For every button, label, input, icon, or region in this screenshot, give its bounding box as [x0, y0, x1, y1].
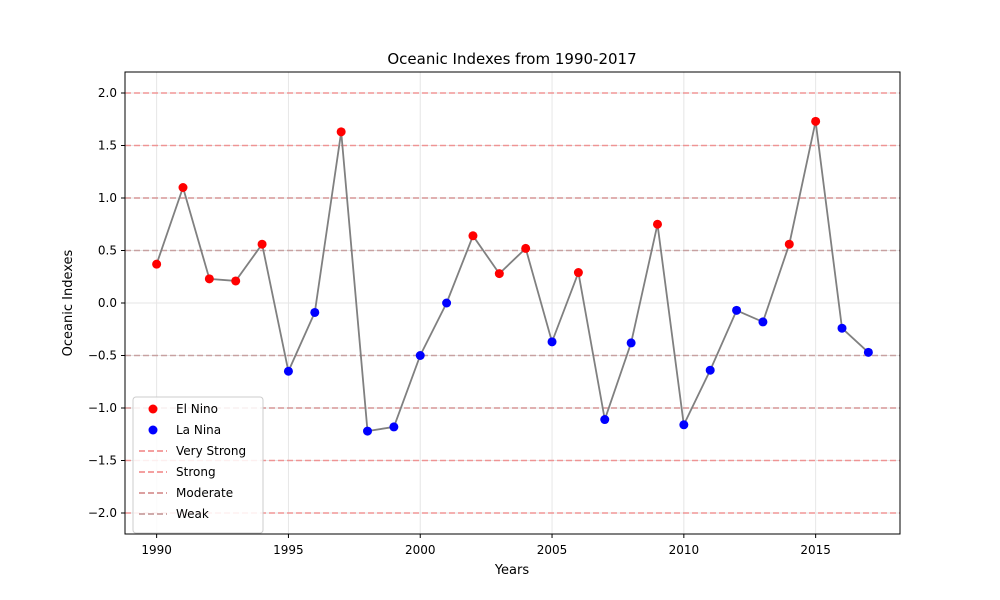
legend-label: Moderate — [176, 486, 233, 500]
data-point — [732, 305, 742, 315]
data-point — [389, 422, 399, 432]
y-tick-label: 2.0 — [98, 86, 117, 100]
y-tick-label: 1.5 — [98, 139, 117, 153]
y-tick-label: 1.0 — [98, 191, 117, 205]
x-tick-label: 2010 — [669, 543, 700, 557]
y-tick-label: −1.5 — [88, 454, 117, 468]
y-axis-label: Oceanic Indexes — [61, 249, 76, 356]
data-point — [310, 307, 320, 317]
y-tick-label: 0.0 — [98, 296, 117, 310]
legend-label: El Nino — [176, 402, 218, 416]
data-point — [573, 268, 583, 278]
data-point — [652, 219, 662, 229]
x-tick-label: 2000 — [405, 543, 436, 557]
data-point — [152, 259, 162, 269]
legend-marker — [148, 404, 158, 414]
x-tick-label: 2015 — [800, 543, 831, 557]
data-point — [231, 276, 241, 286]
data-point — [283, 366, 293, 376]
y-tick-label: 0.5 — [98, 244, 117, 258]
x-tick-label: 1995 — [273, 543, 304, 557]
x-tick-label: 2005 — [537, 543, 568, 557]
chart-title: Oceanic Indexes from 1990-2017 — [387, 50, 636, 68]
data-point — [705, 365, 715, 375]
y-axis-ticks: −2.0 −1.5 −1.0 −0.5 0.0 0.5 1.0 1.5 2.0 — [88, 86, 125, 520]
data-point — [363, 426, 373, 436]
data-point — [758, 317, 768, 327]
y-tick-label: −1.0 — [88, 401, 117, 415]
y-tick-label: −2.0 — [88, 506, 117, 520]
data-point — [811, 116, 821, 126]
data-point — [521, 243, 531, 253]
threshold-lines — [125, 92, 900, 514]
x-tick-label: 1990 — [141, 543, 172, 557]
data-point — [863, 347, 873, 357]
data-point — [626, 338, 636, 348]
legend-label: Weak — [176, 507, 209, 521]
data-points — [152, 116, 873, 436]
series-line — [155, 121, 870, 433]
data-point — [336, 127, 346, 137]
legend-label: Very Strong — [176, 444, 246, 458]
data-point — [600, 415, 610, 425]
x-axis-ticks: 1990 1995 2000 2005 2010 2015 — [141, 534, 831, 557]
data-point — [468, 231, 478, 241]
x-axis-label: Years — [494, 563, 530, 578]
index-line — [155, 121, 870, 433]
data-point — [784, 239, 794, 249]
data-point — [494, 269, 504, 279]
data-point — [204, 274, 214, 284]
legend-box — [132, 396, 264, 534]
legend: El Nino La Nina Very Strong Strong Moderate W… — [132, 396, 264, 534]
legend-marker — [148, 425, 158, 435]
y-tick-label: −0.5 — [88, 349, 117, 363]
data-point — [547, 337, 557, 347]
legend-label: La Nina — [176, 423, 221, 437]
data-point — [257, 239, 267, 249]
legend-label: Strong — [176, 465, 216, 479]
data-point — [178, 183, 188, 192]
data-point — [837, 323, 847, 333]
data-point — [679, 420, 689, 430]
data-point — [442, 298, 452, 308]
data-point — [415, 351, 425, 360]
